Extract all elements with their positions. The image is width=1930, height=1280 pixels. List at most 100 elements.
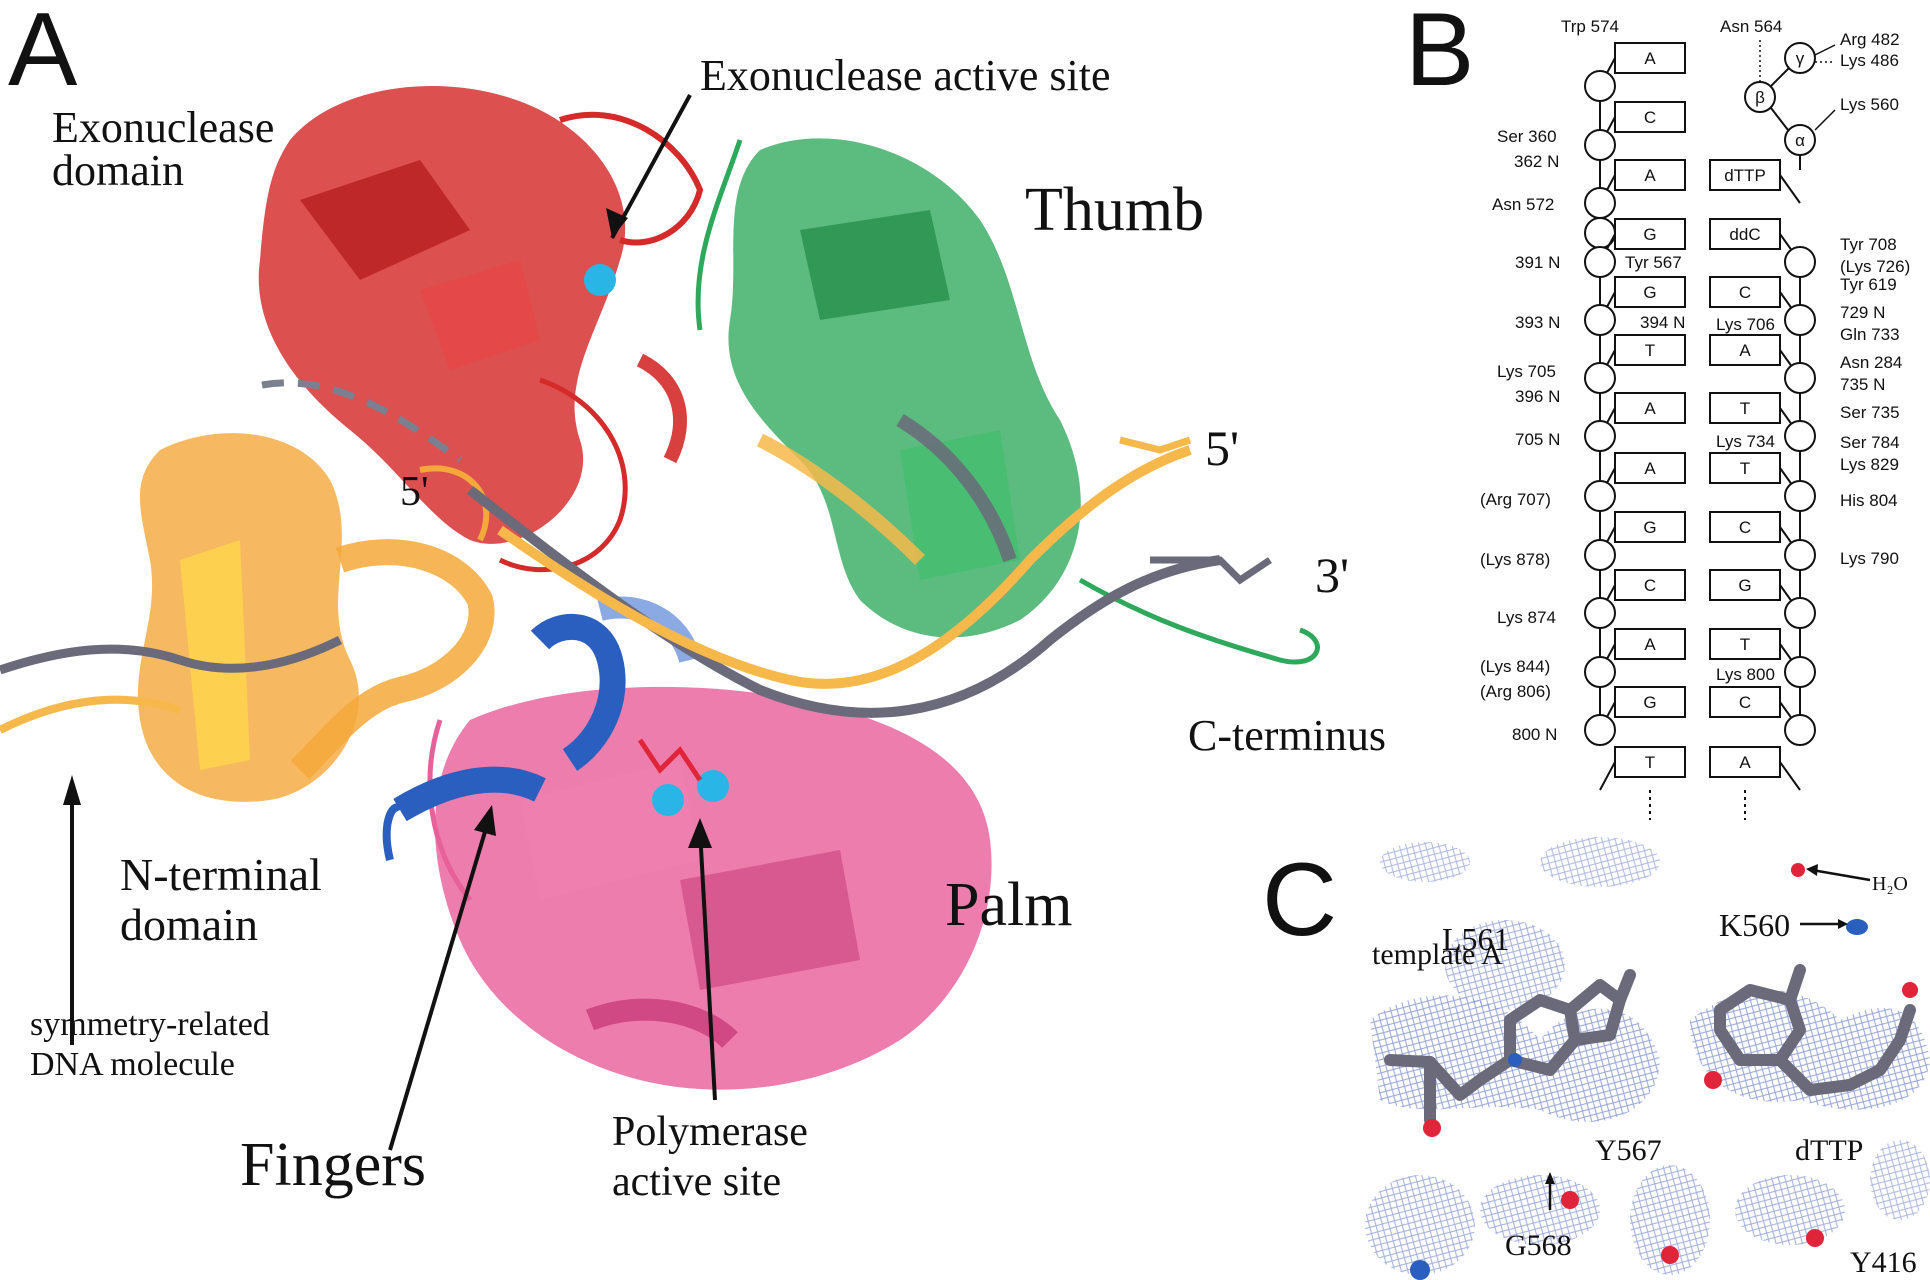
n-terminal-domain-ribbon [137, 433, 495, 802]
template-phosphate [1584, 304, 1616, 336]
three-prime-label: 3' [1315, 547, 1349, 603]
exonuclease-domain-label-1: Exonuclease [52, 103, 274, 152]
fingers-arrowhead [474, 805, 496, 836]
svg-text:Lys 874: Lys 874 [1497, 608, 1556, 627]
g568-label: G568 [1505, 1229, 1572, 1262]
svg-text:α: α [1795, 131, 1805, 150]
primer-base-label: C [1739, 518, 1751, 537]
primer-phosphate [1784, 246, 1816, 278]
svg-text:Lys 734: Lys 734 [1716, 432, 1775, 451]
exo-site-arrow [610, 94, 692, 239]
template-base-box [1614, 42, 1686, 74]
primer-base-box [1709, 511, 1781, 543]
l561-label: L561 [1442, 921, 1510, 957]
primer-base-box [1709, 218, 1781, 250]
template-nucleotide: G [1584, 511, 1686, 571]
template-base-label: C [1644, 576, 1656, 595]
polymerase-site-arrowhead [688, 818, 712, 848]
n-terminal-domain-label-2: domain [120, 899, 258, 950]
svg-text:729 N: 729 N [1840, 303, 1885, 322]
primer-base-label: ddC [1729, 225, 1760, 244]
primer-base-box [1709, 452, 1781, 484]
svg-text:Asn 572: Asn 572 [1492, 195, 1554, 214]
primer-base-box [1709, 746, 1781, 778]
template-base-label: A [1644, 399, 1656, 418]
svg-text:Tyr 708: Tyr 708 [1840, 235, 1897, 254]
template-base-box [1614, 159, 1686, 191]
exo-site-arrowhead [606, 208, 628, 238]
polymerase-metal-ion-2 [697, 770, 729, 802]
svg-text:Tyr 567: Tyr 567 [1625, 253, 1682, 272]
svg-text:Ser 784: Ser 784 [1840, 433, 1900, 452]
primer-phosphate [1784, 656, 1816, 688]
primer-base-box [1709, 686, 1781, 718]
svg-text:(Arg 707): (Arg 707) [1480, 490, 1551, 509]
primer-nucleotide: C [1709, 511, 1816, 571]
template-phosphate [1584, 129, 1616, 161]
primer-base-label: dTTP [1724, 166, 1766, 185]
panel-b-letter: B [1405, 0, 1474, 108]
panel-a-letter: A [8, 0, 78, 108]
template-base-label: T [1645, 341, 1655, 360]
primer-base-label: G [1738, 576, 1751, 595]
five-prime-right-label: 5' [1205, 420, 1239, 476]
template-base-label: G [1643, 283, 1656, 302]
template-a-model [1384, 969, 1636, 1137]
symmetry-dna-arrowhead [63, 775, 81, 805]
polymerase-active-site-label-2: active site [612, 1159, 781, 1205]
polymerase-site-arrow [698, 829, 717, 1101]
triphosphate: α β γ [1744, 40, 1836, 170]
template-phosphate [1584, 362, 1616, 394]
svg-text:Lys 705: Lys 705 [1497, 362, 1556, 381]
h2o-label: H₂O [1872, 873, 1908, 895]
template-strand: A C A G G T A A G C A G T [1584, 42, 1686, 791]
template-base-label: A [1644, 635, 1656, 654]
svg-text:Tyr 619: Tyr 619 [1840, 275, 1897, 294]
template-base-label: A [1644, 166, 1656, 185]
primer-nucleotide: C [1709, 686, 1816, 746]
svg-text:705 N: 705 N [1515, 430, 1560, 449]
svg-text:391 N: 391 N [1515, 253, 1560, 272]
panel-b: B A C A G G T A A G C A G T dTTP ddC C A T T C G T C A α β γ T… [1405, 0, 1910, 820]
y416-label: Y416 [1850, 1246, 1917, 1279]
template-phosphate [1584, 539, 1616, 571]
template-phosphate [1584, 187, 1616, 219]
primer-nucleotide: A [1709, 334, 1816, 394]
template-phosphate [1584, 714, 1616, 746]
template-phosphate [1584, 70, 1616, 102]
svg-text:394 N: 394 N [1640, 313, 1685, 332]
exonuclease-domain-label-2: domain [52, 146, 184, 195]
svg-text:Trp 574: Trp 574 [1561, 17, 1619, 36]
left-residue-labels: Trp 574 Ser 360 362 N Asn 572 391 N Tyr … [1480, 17, 1685, 744]
primer-nucleotide: A [1709, 746, 1801, 791]
svg-text:Asn 284: Asn 284 [1840, 353, 1902, 372]
template-phosphate [1584, 246, 1616, 278]
template-nucleotide: G [1584, 686, 1686, 746]
primer-base-box [1709, 392, 1781, 424]
template-base-label: A [1644, 49, 1656, 68]
thumb-label: Thumb [1025, 176, 1204, 244]
svg-text:Lys 706: Lys 706 [1716, 315, 1775, 334]
primer-nucleotide: ddC [1709, 218, 1816, 278]
svg-text:362 N: 362 N [1514, 152, 1559, 171]
svg-text:800 N: 800 N [1512, 725, 1557, 744]
svg-text:γ: γ [1796, 49, 1805, 68]
svg-text:Ser 360: Ser 360 [1497, 127, 1557, 146]
polymerase-active-site-label-1: Polymerase [612, 1109, 808, 1155]
primer-base-label: C [1739, 693, 1751, 712]
template-base-label: G [1643, 693, 1656, 712]
svg-text:735 N: 735 N [1840, 375, 1885, 394]
palm-label: Palm [945, 871, 1072, 939]
template-base-label: C [1644, 108, 1656, 127]
template-nucleotide: A [1584, 42, 1686, 102]
primer-phosphate [1784, 420, 1816, 452]
svg-text:(Arg 806): (Arg 806) [1480, 682, 1551, 701]
svg-text:β: β [1755, 88, 1765, 107]
fingers-label: Fingers [240, 1131, 426, 1199]
svg-text:Gln 733: Gln 733 [1840, 325, 1900, 344]
primer-base-label: A [1739, 753, 1751, 772]
template-base-label: G [1643, 225, 1656, 244]
primer-nucleotide: T [1709, 628, 1816, 688]
alpha-phosphate [1784, 124, 1816, 156]
